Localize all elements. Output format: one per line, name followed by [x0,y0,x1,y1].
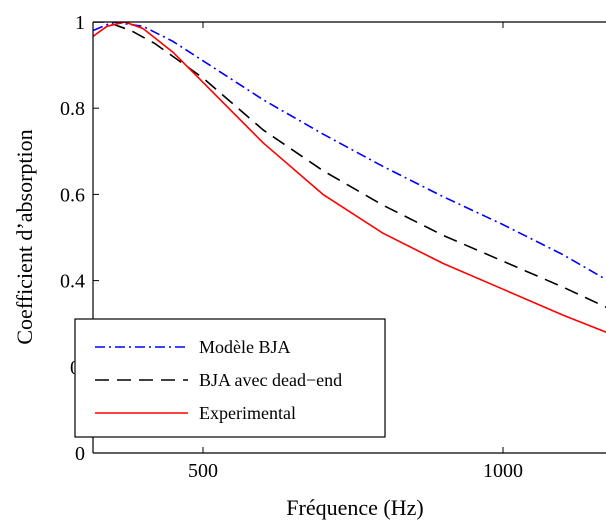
y-tick-label-0: 0 [75,443,85,465]
legend: Modèle BJA BJA avec dead−end Experimenta… [74,318,386,438]
series-layer [93,22,606,333]
legend-label-experimental: Experimental [199,403,296,423]
x-tick-labels: 50010001500 [188,460,523,482]
legend-label-modele-bja: Modèle BJA [199,337,291,357]
series-line-2 [93,22,606,333]
legend-label-bja-dead-end: BJA avec dead−end [199,370,342,390]
y-tick-label-0.4: 0.4 [60,271,85,293]
y-tick-label-0.8: 0.8 [60,98,85,120]
legend-box [74,318,386,438]
series-line-0 [93,22,606,281]
x-axis-label: Fréquence (Hz) [286,495,423,520]
x-tick-label-500: 500 [188,460,218,482]
x-tick-label-1000: 1000 [483,460,523,482]
y-tick-label-0.6: 0.6 [60,184,85,206]
y-axis-label: Coefficient d’absorption [12,129,37,344]
y-tick-label-1: 1 [75,12,85,34]
